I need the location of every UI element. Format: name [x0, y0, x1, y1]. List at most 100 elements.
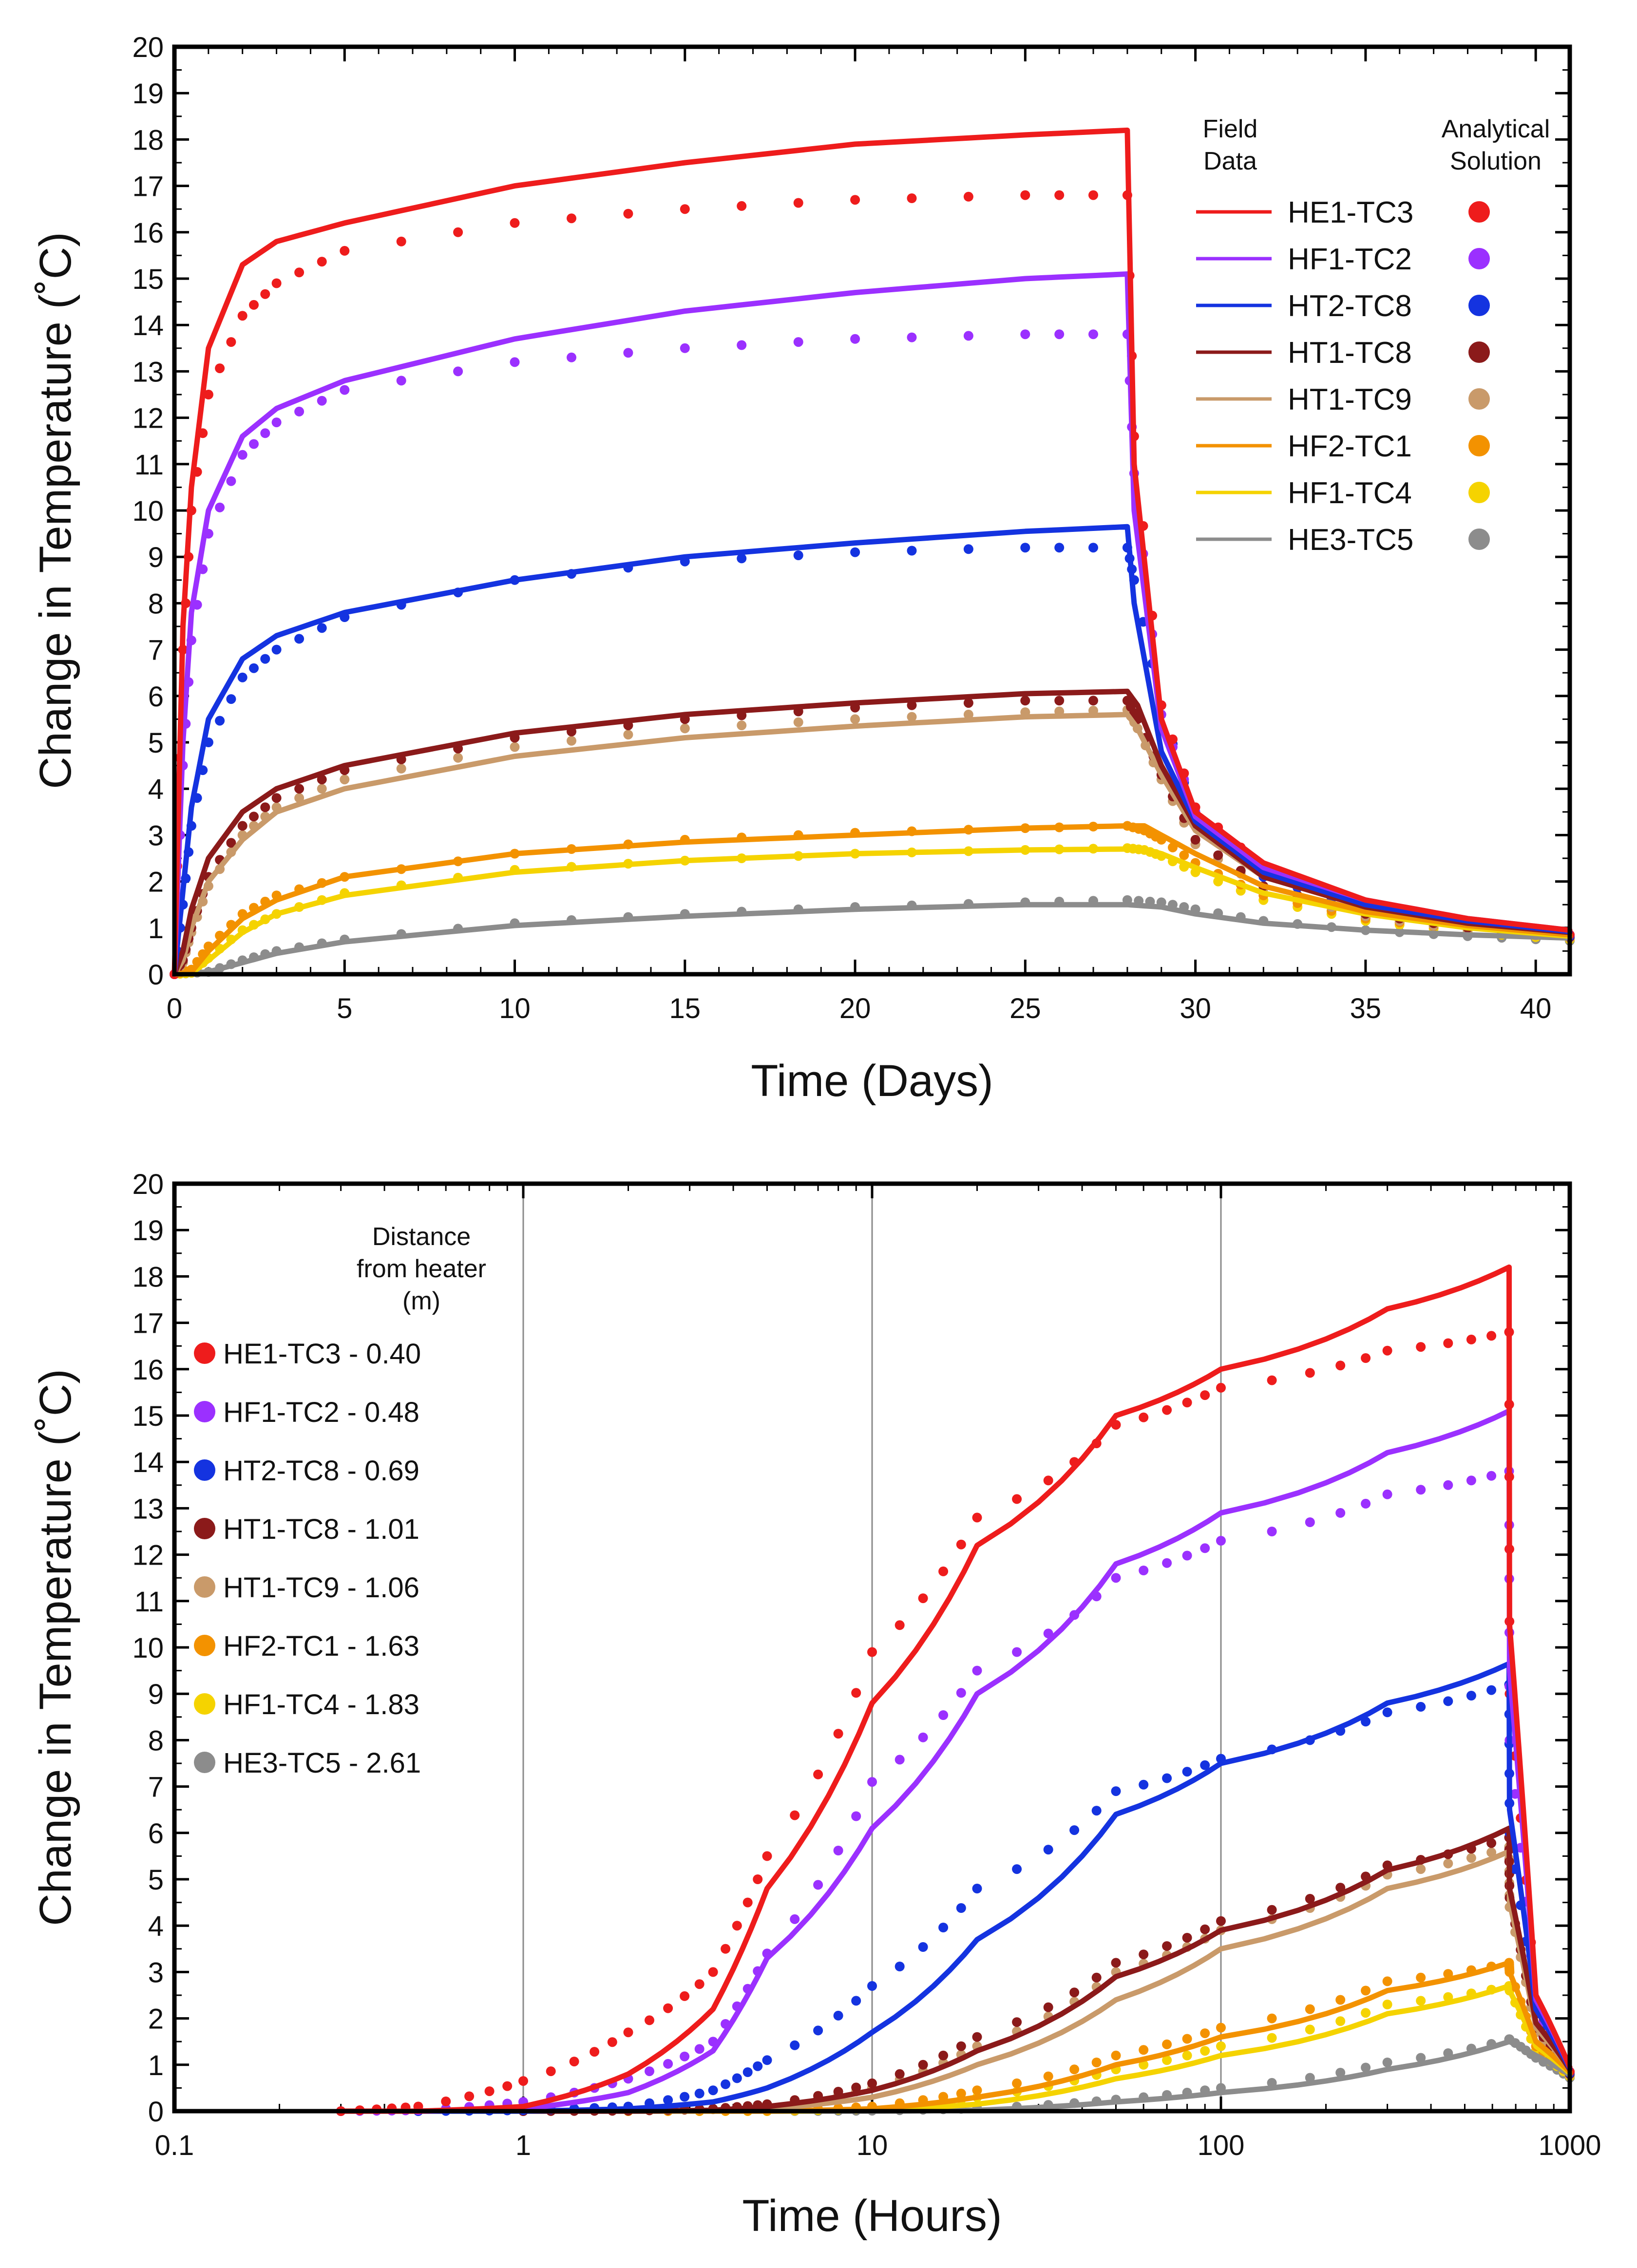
analytical-point — [1305, 1368, 1315, 1378]
bottom-y-tick-label: 8 — [148, 1725, 164, 1757]
legend-dot-HF1-TC2 — [194, 1401, 215, 1422]
analytical-point — [271, 644, 282, 655]
analytical-point — [340, 775, 350, 785]
analytical-point — [340, 246, 350, 256]
analytical-point — [226, 838, 236, 848]
analytical-point — [1416, 1996, 1426, 2006]
top-y-tick-label: 4 — [148, 774, 164, 805]
top-y-tick-label: 14 — [132, 310, 164, 341]
analytical-point — [1200, 1543, 1210, 1553]
top-x-axis-title: Time (Days) — [751, 1056, 993, 1106]
analytical-point — [1382, 2058, 1392, 2067]
bottom-y-tick-label: 10 — [132, 1632, 164, 1664]
analytical-point — [1382, 1976, 1392, 1986]
analytical-point — [963, 331, 973, 341]
legend-label-HF1-TC2: HF1-TC2 - 0.48 — [223, 1397, 419, 1428]
analytical-point — [972, 2085, 982, 2096]
analytical-point — [963, 698, 973, 708]
analytical-point — [396, 763, 406, 774]
top-x-tick-label: 25 — [1009, 993, 1041, 1024]
analytical-point — [1216, 2022, 1226, 2033]
bottom-legend: Distance from heater (m) HE1-TC3 - 0.40H… — [194, 1223, 486, 1779]
analytical-point — [1382, 1707, 1392, 1718]
analytical-point — [453, 366, 463, 377]
analytical-point — [294, 793, 305, 803]
analytical-point — [721, 1944, 731, 1954]
analytical-point — [694, 1979, 704, 1989]
analytical-point — [203, 390, 213, 399]
analytical-point — [907, 700, 917, 710]
analytical-point — [1216, 1916, 1226, 1926]
analytical-point — [972, 1884, 982, 1893]
legend-dot-HE1-TC3 — [1468, 201, 1490, 223]
analytical-point — [1267, 1375, 1277, 1385]
analytical-point — [317, 396, 327, 406]
legend-dot-HT2-TC8 — [1468, 295, 1490, 316]
analytical-point — [813, 2025, 823, 2036]
bottom-legend-rows: HE1-TC3 - 0.40 HF1-TC2 - 0.48 HT2-TC8 - 0.… — [194, 1338, 421, 1779]
analytical-point — [567, 736, 576, 746]
analytical-point — [1162, 1773, 1172, 1783]
top-x-tick-label: 30 — [1180, 993, 1211, 1024]
analytical-point — [1111, 2050, 1121, 2060]
top-legend-rows: HE1-TC3 HF1-TC2 HT2-TC8 HT1-TC8 HT1-TC9 HF2-T… — [1196, 196, 1490, 557]
analytical-point — [833, 1846, 843, 1855]
analytical-point — [762, 2055, 772, 2065]
analytical-point — [753, 2061, 763, 2071]
top-field-line-HE3-TC5 — [171, 902, 1573, 977]
analytical-point — [237, 311, 247, 321]
analytical-point — [1267, 2033, 1277, 2043]
analytical-point — [790, 1914, 800, 1924]
analytical-point — [867, 1777, 877, 1787]
analytical-point — [396, 236, 406, 246]
analytical-point — [1305, 2004, 1315, 2014]
analytical-point — [1043, 2002, 1053, 2012]
analytical-point — [1416, 1864, 1426, 1874]
analytical-point — [663, 2059, 673, 2069]
analytical-point — [694, 2044, 704, 2054]
analytical-point — [918, 1942, 928, 1952]
analytical-point — [453, 753, 463, 763]
analytical-point — [1091, 2058, 1102, 2067]
legend-header-distance-line1: Distance — [372, 1223, 471, 1251]
top-chart-series — [170, 127, 1575, 979]
analytical-point — [1416, 1972, 1426, 1983]
analytical-point — [1486, 1685, 1497, 1695]
analytical-point — [1361, 2062, 1371, 2073]
analytical-point — [249, 812, 259, 822]
analytical-point — [663, 2095, 673, 2105]
analytical-point — [1190, 834, 1200, 845]
analytical-point — [1443, 1858, 1453, 1869]
legend-dot-HT1-TC8 — [1468, 341, 1490, 363]
legend-dot-HF2-TC1 — [1468, 435, 1490, 456]
analytical-point — [1361, 1498, 1371, 1509]
analytical-point — [1162, 1405, 1172, 1415]
analytical-point — [1200, 2028, 1210, 2039]
legend-label-HF1-TC4: HF1-TC4 - 1.83 — [223, 1689, 419, 1720]
bottom-y-tick-label: 9 — [148, 1679, 164, 1710]
analytical-point — [396, 376, 406, 386]
analytical-point — [1043, 2071, 1053, 2081]
legend-label-HF1-TC2: HF1-TC2 — [1288, 243, 1412, 276]
bottom-y-tick-label: 0 — [148, 2096, 164, 2128]
bottom-y-tick-label: 6 — [148, 1818, 164, 1850]
analytical-point — [1200, 2046, 1210, 2056]
analytical-point — [226, 476, 236, 486]
analytical-point — [1091, 1972, 1102, 1983]
analytical-point — [260, 428, 270, 438]
analytical-point — [271, 793, 282, 803]
analytical-point — [1182, 1767, 1192, 1777]
analytical-point — [1486, 1838, 1497, 1848]
top-y-tick-label: 10 — [132, 495, 164, 527]
legend-dot-HT1-TC8 — [194, 1518, 215, 1539]
top-y-tick-label: 3 — [148, 820, 164, 851]
legend-header-analytical-line2: Solution — [1450, 147, 1542, 175]
analytical-point — [226, 694, 236, 704]
analytical-point — [663, 2003, 673, 2013]
analytical-point — [1054, 329, 1065, 340]
bottom-y-tick-label: 2 — [148, 2003, 164, 2035]
analytical-point — [249, 300, 259, 310]
analytical-point — [590, 2047, 600, 2057]
top-y-tick-label: 11 — [134, 449, 164, 481]
analytical-point — [1012, 2078, 1022, 2088]
